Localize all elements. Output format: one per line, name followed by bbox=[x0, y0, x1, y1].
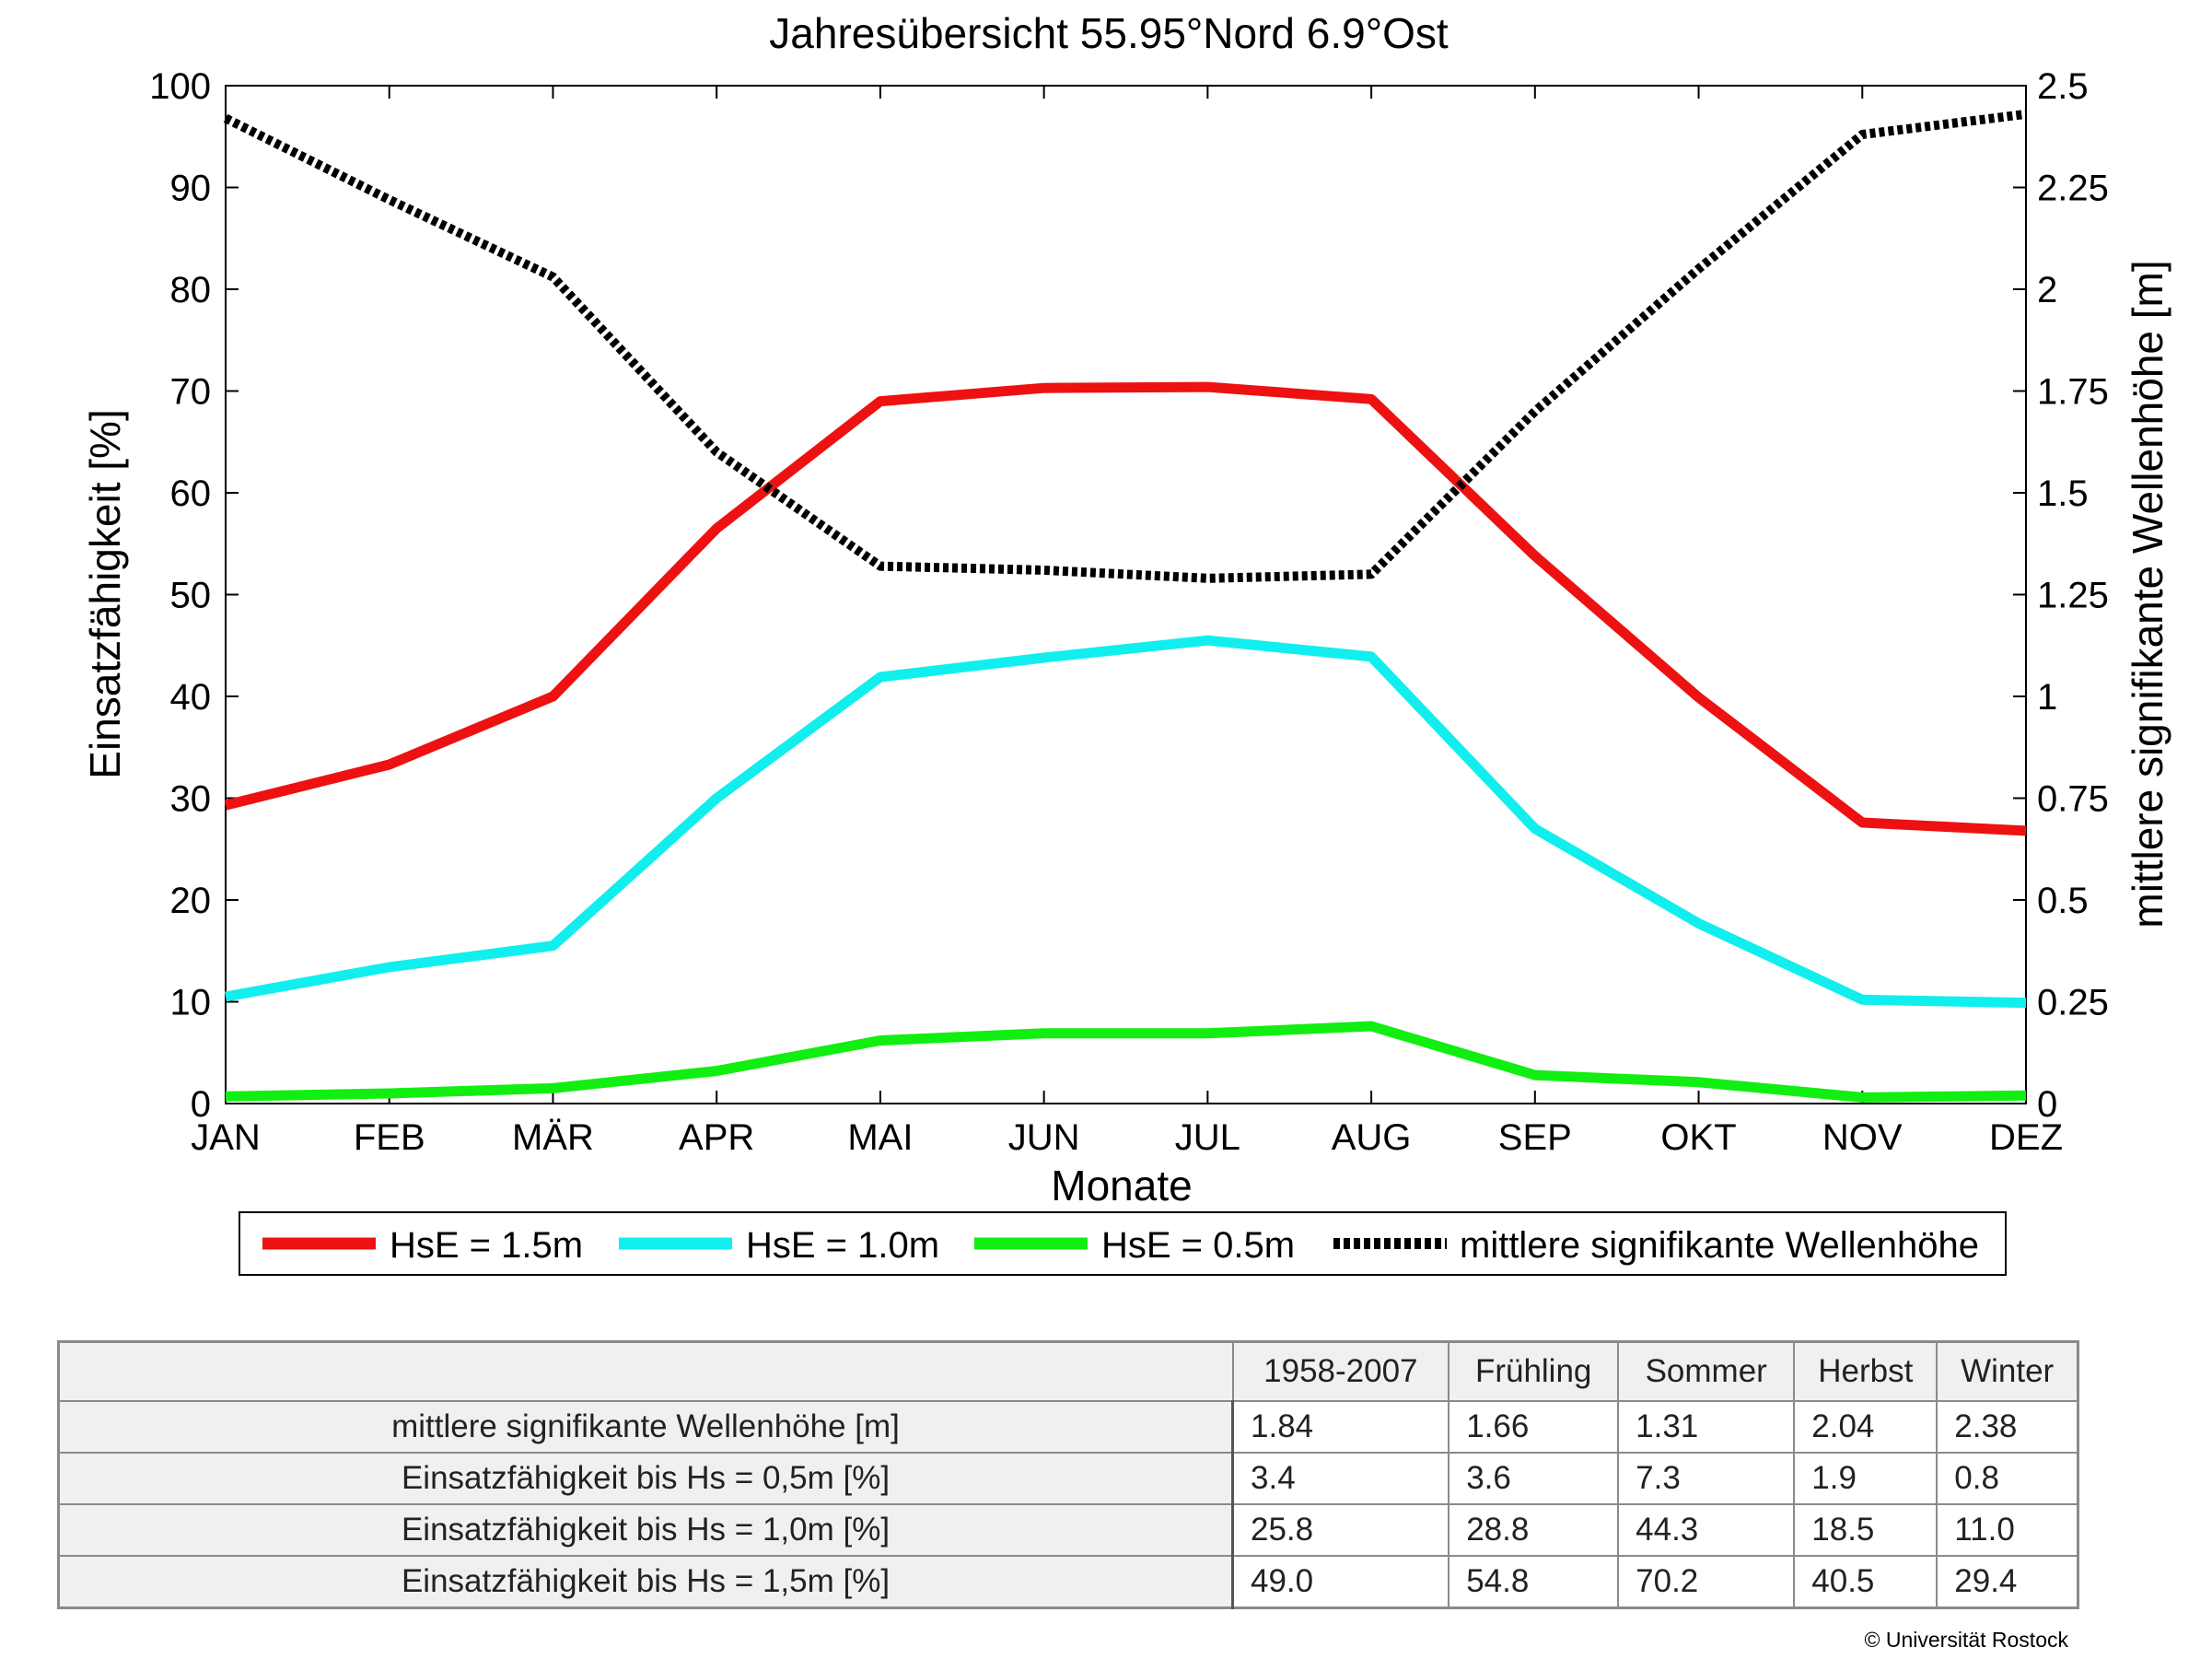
row-label: Einsatzfähigkeit bis Hs = 1,5m [%] bbox=[57, 1555, 1234, 1609]
row-label: mittlere signifikante Wellenhöhe [m] bbox=[57, 1400, 1234, 1454]
table-cell: 11.0 bbox=[1936, 1503, 2079, 1557]
column-header-sommer: Sommer bbox=[1617, 1340, 1796, 1402]
copyright-notice: © Universität Rostock bbox=[1864, 1628, 2068, 1652]
row-label: Einsatzfähigkeit bis Hs = 0,5m [%] bbox=[57, 1452, 1234, 1505]
legend-label-hse-1-5: HsE = 1.5m bbox=[390, 1225, 583, 1266]
y-tick-label-left: 40 bbox=[170, 677, 212, 718]
legend-label-hse-1-0: HsE = 1.0m bbox=[746, 1225, 939, 1266]
y-tick-label-right: 0.75 bbox=[2037, 779, 2109, 820]
x-tick-label: JUL bbox=[1175, 1117, 1240, 1158]
column-header-fruehling: Frühling bbox=[1448, 1340, 1620, 1402]
table-cell: 29.4 bbox=[1936, 1555, 2079, 1609]
x-tick-label: MÄR bbox=[512, 1117, 594, 1158]
y-tick-label-right: 0.5 bbox=[2037, 881, 2089, 921]
table-cell: 44.3 bbox=[1617, 1503, 1796, 1557]
table-cell: 25.8 bbox=[1231, 1503, 1450, 1557]
y-tick-label-left: 60 bbox=[170, 473, 212, 514]
legend-label-wellenhoehe: mittlere signifikante Wellenhöhe bbox=[1460, 1225, 1979, 1266]
series-line-3 bbox=[223, 109, 2027, 583]
y-tick-label-left: 80 bbox=[170, 270, 212, 310]
y-axis-label-left: Einsatzfähigkeit [%] bbox=[81, 409, 129, 778]
x-tick-label: NOV bbox=[1822, 1117, 1903, 1158]
table-cell: 1.31 bbox=[1617, 1400, 1796, 1454]
table-cell: 2.38 bbox=[1936, 1400, 2079, 1454]
y-axis-label-right: mittlere signifikante Wellenhöhe [m] bbox=[2124, 260, 2171, 928]
y-tick-label-left: 50 bbox=[170, 576, 212, 616]
table-cell: 40.5 bbox=[1793, 1555, 1938, 1609]
x-tick-label: JUN bbox=[1008, 1117, 1080, 1158]
x-tick-label: SEP bbox=[1498, 1117, 1572, 1158]
x-tick-label: MAI bbox=[847, 1117, 913, 1158]
chart-title: Jahresübersicht 55.95°Nord 6.9°Ost bbox=[769, 9, 1449, 57]
y-tick-label-right: 2.5 bbox=[2037, 66, 2089, 107]
table-row: Einsatzfähigkeit bis Hs = 0,5m [%] 3.4 3… bbox=[57, 1452, 2079, 1505]
y-tick-label-left: 100 bbox=[149, 66, 211, 107]
x-tick-label: DEZ bbox=[1989, 1117, 2063, 1158]
legend: HsE = 1.5m HsE = 1.0m HsE = 0.5m mittler… bbox=[239, 1211, 2007, 1276]
table-cell: 1.9 bbox=[1793, 1452, 1938, 1505]
y-tick-label-right: 0 bbox=[2037, 1084, 2057, 1125]
x-tick-label: OKT bbox=[1660, 1117, 1736, 1158]
chart: Jahresübersicht 55.95°Nord 6.9°Ost JAN FE… bbox=[81, 9, 2171, 1276]
legend-box bbox=[239, 1211, 2007, 1276]
summary-table: 1958-2007 Frühling Sommer Herbst Winter … bbox=[57, 1340, 2079, 1609]
table-cell: 3.6 bbox=[1448, 1452, 1620, 1505]
table-cell: 1.66 bbox=[1448, 1400, 1620, 1454]
y-tick-label-left: 10 bbox=[170, 983, 212, 1023]
column-header-herbst: Herbst bbox=[1793, 1340, 1938, 1402]
x-tick-label: JAN bbox=[191, 1117, 261, 1158]
y-tick-label-right: 1 bbox=[2037, 677, 2057, 718]
table-row: Einsatzfähigkeit bis Hs = 1,5m [%] 49.0 … bbox=[57, 1555, 2079, 1609]
y-tick-label-right: 2 bbox=[2037, 270, 2057, 310]
y-tick-label-left: 20 bbox=[170, 881, 212, 921]
table-cell: 28.8 bbox=[1448, 1503, 1620, 1557]
y-tick-label-left: 90 bbox=[170, 169, 212, 209]
table-cell: 1.84 bbox=[1231, 1400, 1450, 1454]
x-tick-label: APR bbox=[679, 1117, 754, 1158]
y-tick-label-right: 1.75 bbox=[2037, 372, 2109, 413]
column-header-1958-2007: 1958-2007 bbox=[1231, 1340, 1450, 1402]
table-cell: 3.4 bbox=[1231, 1452, 1450, 1505]
legend-label-hse-0-5: HsE = 0.5m bbox=[1101, 1225, 1295, 1266]
y-tick-label-right: 0.25 bbox=[2037, 983, 2109, 1023]
x-tick-label: FEB bbox=[354, 1117, 425, 1158]
table-cell: 7.3 bbox=[1617, 1452, 1796, 1505]
table-cell: 0.8 bbox=[1936, 1452, 2079, 1505]
table-cell: 49.0 bbox=[1231, 1555, 1450, 1609]
table-header-row: 1958-2007 Frühling Sommer Herbst Winter bbox=[57, 1340, 2079, 1402]
series-lines bbox=[223, 109, 2027, 1103]
y-tick-label-left: 0 bbox=[191, 1084, 211, 1125]
column-header-winter: Winter bbox=[1936, 1340, 2079, 1402]
table-row: Einsatzfähigkeit bis Hs = 1,0m [%] 25.8 … bbox=[57, 1503, 2079, 1557]
table-cell: 54.8 bbox=[1448, 1555, 1620, 1609]
table-cell: 2.04 bbox=[1793, 1400, 1938, 1454]
x-tick-label: AUG bbox=[1332, 1117, 1412, 1158]
y-tick-label-right: 1.5 bbox=[2037, 473, 2089, 514]
series-line-2 bbox=[225, 1021, 2027, 1103]
table-corner-cell bbox=[57, 1340, 1234, 1402]
axis-ticks: JAN FEB MÄR APR MAI JUN JUL AUG SEP OKT NOV DEZ0102… bbox=[149, 66, 2109, 1158]
x-axis-label: Monate bbox=[1051, 1162, 1192, 1209]
y-tick-label-left: 30 bbox=[170, 779, 212, 820]
series-line-0 bbox=[224, 381, 2027, 836]
series-line-1 bbox=[225, 635, 2027, 1009]
table-cell: 70.2 bbox=[1617, 1555, 1796, 1609]
y-tick-label-right: 2.25 bbox=[2037, 169, 2109, 209]
table-cell: 18.5 bbox=[1793, 1503, 1938, 1557]
table-row: mittlere signifikante Wellenhöhe [m] 1.8… bbox=[57, 1400, 2079, 1454]
y-tick-label-left: 70 bbox=[170, 372, 212, 413]
y-tick-label-right: 1.25 bbox=[2037, 576, 2109, 616]
row-label: Einsatzfähigkeit bis Hs = 1,0m [%] bbox=[57, 1503, 1234, 1557]
